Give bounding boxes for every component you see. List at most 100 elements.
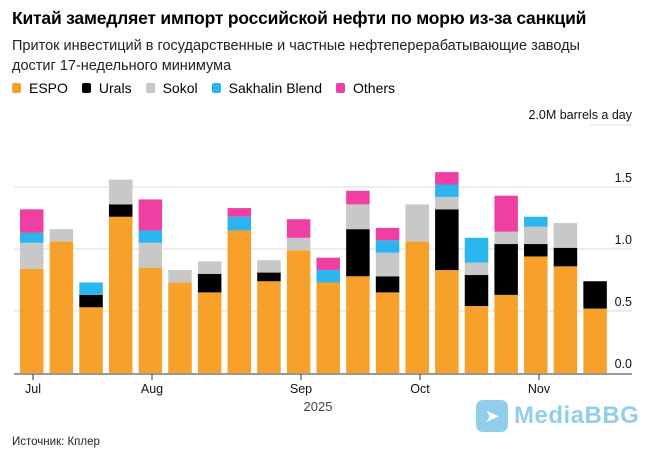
bar-segment-sokol — [375, 252, 400, 277]
bar-segment-sakhalin-blend — [79, 282, 103, 295]
bar-segment-urals — [464, 275, 489, 307]
bar-segment-others — [494, 195, 518, 232]
x-tick-label: Sep — [290, 382, 312, 396]
bar-segment-sokol — [257, 260, 281, 273]
legend-label-espo: ESPO — [29, 80, 68, 96]
bar-segment-espo — [20, 268, 44, 373]
legend-swatch-sakhalin — [211, 83, 221, 93]
bar-segment-others — [316, 257, 340, 271]
watermark: ➤ MediaBBG — [476, 400, 639, 432]
bar-segment-espo — [346, 276, 370, 373]
bar-segment-espo — [227, 230, 252, 373]
bar-segment-sokol — [138, 242, 163, 268]
bar-segment-others — [138, 199, 163, 231]
bar-segment-espo — [524, 256, 548, 373]
x-tick-label: Nov — [528, 382, 551, 396]
source-note: Источник: Кплер — [12, 436, 100, 448]
bar-segment-espo — [286, 250, 311, 373]
chart-subtitle: Приток инвестиций в государственные и ча… — [12, 38, 580, 74]
bar-segment-urals — [583, 281, 607, 309]
bars — [20, 172, 607, 373]
bar-segment-espo — [49, 241, 74, 373]
bar-segment-urals — [524, 244, 548, 257]
bar-segment-espo — [168, 282, 192, 373]
bar-segment-espo — [79, 307, 103, 373]
bar-segment-others — [20, 209, 44, 233]
y-tick-label: 1.0 — [615, 233, 632, 247]
legend-label-urals: Urals — [98, 80, 132, 96]
bar-segment-others — [375, 227, 400, 241]
bar-segment-urals — [108, 204, 133, 217]
bar-segment-sokol — [494, 231, 518, 245]
watermark-text: MediaBBG — [514, 402, 640, 429]
bar-segment-espo — [583, 308, 607, 373]
bar-segment-sokol — [108, 179, 133, 205]
bar-segment-sakhalin-blend — [227, 216, 252, 231]
bar-segment-sokol — [286, 237, 311, 251]
x-tick-label: Jul — [25, 382, 41, 396]
bar-segment-sokol — [405, 204, 429, 242]
bar-segment-espo — [435, 270, 459, 373]
legend-label-sokol: Sokol — [162, 80, 198, 96]
bar-segment-espo — [257, 281, 281, 373]
bar-segment-urals — [553, 247, 578, 267]
bar-segment-urals — [375, 276, 400, 293]
x-axis: Jul Aug Sep Oct Nov 2025 — [14, 373, 632, 414]
bar-segment-sakhalin-blend — [138, 230, 163, 243]
legend-swatch-sokol — [145, 83, 155, 93]
unit-label: 2.0M barrels a day — [528, 108, 632, 122]
bar-segment-sakhalin-blend — [435, 184, 459, 197]
bar-segment-sokol — [435, 196, 459, 210]
legend-label-sakhalin: Sakhalin Blend — [228, 80, 323, 96]
chart-title: Китай замедляет импорт российской нефти … — [12, 8, 587, 28]
bar-segment-espo — [553, 266, 578, 373]
bar-segment-sakhalin-blend — [20, 232, 44, 243]
bar-segment-espo — [375, 292, 400, 373]
bar-segment-sakhalin-blend — [464, 237, 489, 263]
bar-segment-sakhalin-blend — [375, 240, 400, 253]
y-tick-label: 0.0 — [615, 357, 632, 371]
telegram-icon: ➤ — [476, 400, 508, 432]
bar-segment-others — [227, 208, 252, 217]
bar-segment-espo — [138, 267, 163, 373]
legend-item-sakhalin: Sakhalin Blend — [211, 80, 323, 96]
bar-segment-sokol — [464, 262, 489, 276]
bar-segment-others — [286, 219, 311, 238]
y-tick-label: 0.5 — [615, 295, 632, 309]
bar-segment-sokol — [524, 226, 548, 245]
bar-segment-espo — [197, 292, 222, 373]
legend-swatch-urals — [81, 83, 91, 93]
legend-label-others: Others — [353, 80, 396, 96]
legend-item-sokol: Sokol — [145, 80, 198, 96]
y-axis: 0.0 0.5 1.0 1.5 — [615, 171, 632, 371]
bar-segment-sokol — [20, 242, 44, 269]
y-tick-label: 1.5 — [615, 171, 632, 185]
bar-segment-espo — [494, 294, 518, 373]
legend-item-others: Others — [336, 80, 395, 96]
legend-swatch-espo — [12, 83, 21, 93]
bar-segment-espo — [108, 216, 133, 373]
legend-item-urals: Urals — [81, 80, 132, 96]
bar-segment-espo — [316, 282, 340, 373]
bar-segment-espo — [405, 241, 429, 373]
legend-swatch-others — [336, 83, 346, 93]
legend-item-espo: ESPO — [12, 80, 68, 96]
bar-segment-sokol — [553, 222, 578, 248]
bar-segment-sokol — [49, 229, 74, 242]
legend: ESPO Urals Sokol Sakhalin Blend Others — [12, 80, 395, 96]
x-axis-year-label: 2025 — [304, 399, 333, 414]
bar-segment-sokol — [346, 204, 370, 230]
bar-segment-sokol — [168, 270, 192, 283]
bar-segment-others — [346, 190, 370, 205]
bar-segment-urals — [79, 294, 103, 308]
bar-segment-sakhalin-blend — [524, 216, 548, 227]
bar-segment-others — [435, 172, 459, 185]
bar-segment-urals — [346, 229, 370, 277]
bar-segment-urals — [435, 209, 459, 271]
bar-segment-urals — [257, 272, 281, 282]
bar-segment-sokol — [197, 261, 222, 274]
bar-segment-urals — [197, 273, 222, 293]
x-tick-label: Aug — [141, 382, 163, 396]
bar-segment-sakhalin-blend — [316, 270, 340, 283]
